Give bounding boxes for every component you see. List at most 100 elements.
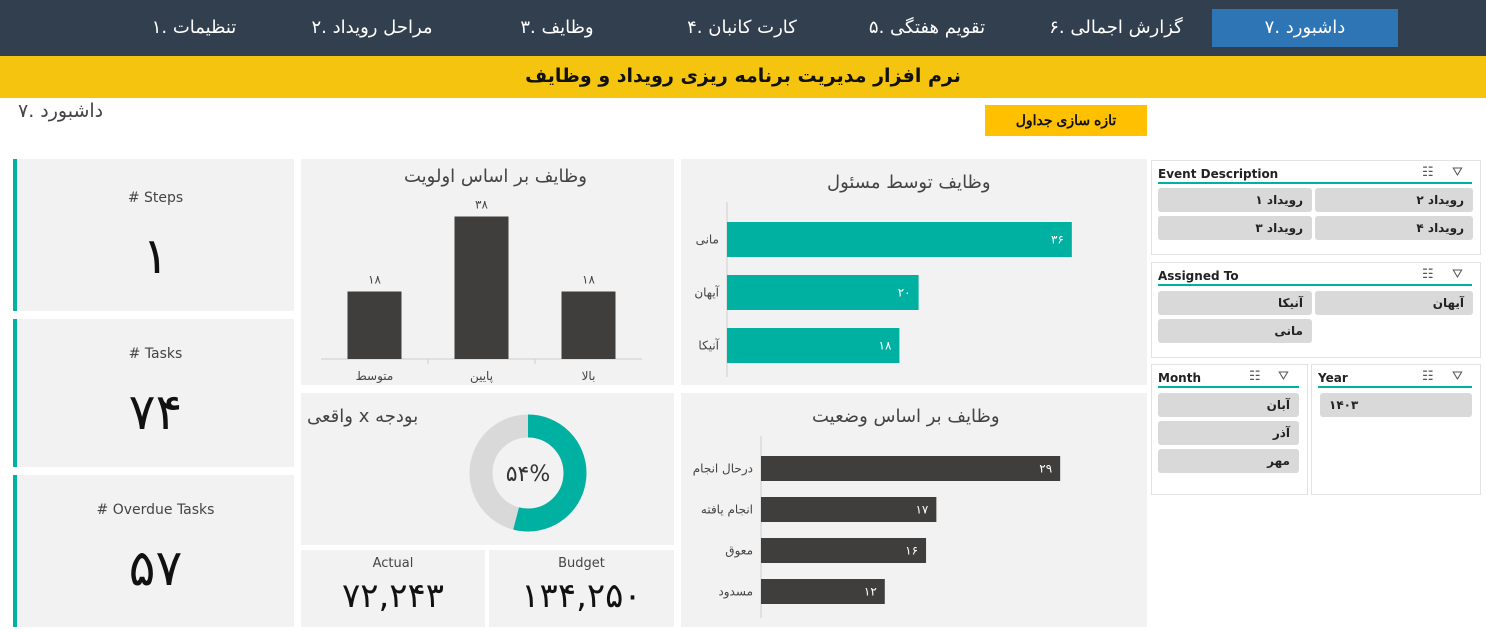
slicer-assigned-header: Assigned To — [1158, 269, 1239, 283]
multi-select-icon[interactable]: ☷ — [1422, 267, 1434, 282]
nav-kanban[interactable]: کارت کانبان .۴ — [687, 17, 797, 38]
nav-dashboard[interactable]: داشبورد .۷ — [1212, 9, 1398, 47]
donut-actual-slice — [469, 414, 587, 532]
assignee-chart-title: وظایف توسط مسئول — [827, 172, 991, 193]
slicer-chip[interactable]: آذر — [1158, 421, 1299, 445]
slicer-chip[interactable]: مانی — [1158, 319, 1312, 343]
nav-event-steps[interactable]: مراحل رویداد .۲ — [311, 17, 433, 38]
bar-0 — [761, 456, 1061, 481]
slicer-year: Year ☷ ⛛ ۱۴۰۳ — [1311, 364, 1481, 495]
top-nav: تنظیمات .۱ مراحل رویداد .۲ وظایف .۳ کارت… — [0, 0, 1486, 56]
slicer-divider — [1158, 182, 1472, 184]
budget-chart-title: بودجه x واقعی — [307, 406, 419, 427]
priority-bar-chart: ۱۸ متوسط ۳۸ پایین ۱۸ بالا — [321, 198, 642, 384]
priority-chart-title: وظایف بر اساس اولویت — [404, 166, 587, 187]
slicer-year-header: Year — [1318, 371, 1348, 385]
slicer-chip[interactable]: مهر — [1158, 449, 1299, 473]
bar-value-label: ۱۸ — [879, 339, 892, 353]
actual-label: Actual — [372, 556, 414, 571]
category-label: مسدود — [718, 585, 753, 600]
kpi-overdue-value: ۵۷ — [128, 539, 183, 597]
category-label: آیهان — [694, 285, 719, 300]
kpi-tasks-value: ۷۴ — [128, 383, 183, 441]
nav-tasks[interactable]: وظایف .۳ — [520, 17, 594, 38]
status-chart-title: وظایف بر اساس وضعیت — [812, 406, 1000, 427]
page-title: داشبورد .۷ — [18, 100, 104, 122]
refresh-tables-button[interactable]: تازه سازی جداول — [985, 105, 1147, 136]
bar-value-label: ۱۷ — [915, 503, 928, 517]
kpi-overdue-card: # Overdue Tasks ۵۷ — [13, 475, 294, 627]
budget-value: ۱۳۴,۲۵۰ — [521, 576, 642, 616]
budget-card: Budget ۱۳۴,۲۵۰ — [489, 550, 674, 627]
category-label: مانی — [696, 233, 719, 247]
bar-value-label: ۳۶ — [1051, 233, 1064, 247]
slicer-chip[interactable]: رویداد ۱ — [1158, 188, 1312, 212]
kpi-steps-value: ۱ — [142, 227, 169, 285]
category-label: معوق — [725, 544, 753, 559]
bar-value-label: ۱۲ — [864, 585, 877, 599]
app-banner-title: نرم افزار مدیریت برنامه ریزی رویداد و وظ… — [0, 56, 1486, 98]
budget-donut-chart: ۵۴% — [469, 414, 587, 532]
bar-value-label: ۱۶ — [905, 544, 918, 558]
kpi-tasks-label: # Tasks — [128, 346, 183, 362]
slicer-divider — [1158, 284, 1472, 286]
bar-0 — [347, 291, 402, 359]
actual-card: Actual ۷۲,۲۴۳ — [301, 550, 485, 627]
assignee-chart-panel: وظایف توسط مسئول ۳۶ مانی ۲۰ آیهان ۱۸ آنیکا — [681, 159, 1147, 385]
bar-value-label: ۳۸ — [475, 198, 488, 212]
slicer-divider — [1318, 386, 1472, 388]
multi-select-icon[interactable]: ☷ — [1422, 369, 1434, 384]
bar-2 — [727, 328, 900, 363]
slicer-month-header: Month — [1158, 371, 1202, 385]
bar-2 — [761, 538, 927, 563]
slicer-event-description: Event Description ☷ ⛛ رویداد ۲ رویداد ۱ … — [1151, 160, 1481, 255]
nav-summary-report[interactable]: گزارش اجمالی .۶ — [1049, 17, 1183, 38]
slicer-chip[interactable]: رویداد ۴ — [1315, 216, 1473, 240]
slicer-chip[interactable]: رویداد ۲ — [1315, 188, 1473, 212]
bar-value-label: ۱۸ — [368, 273, 381, 287]
assignee-bar-chart: ۳۶ مانی ۲۰ آیهان ۱۸ آنیکا — [694, 202, 1072, 377]
slicer-event-header: Event Description — [1158, 167, 1279, 181]
category-label: آنیکا — [698, 338, 719, 353]
slicer-chip[interactable]: آیهان — [1315, 291, 1473, 315]
budget-label: Budget — [558, 556, 605, 571]
budget-donut-panel: بودجه x واقعی ۵۴% — [301, 393, 674, 545]
bar-1 — [454, 216, 509, 359]
status-bar-chart: ۲۹ درحال انجام ۱۷ انجام یافته ۱۶ معوق ۱۲ مسدود — [693, 436, 1061, 618]
category-label: درحال انجام — [693, 462, 753, 477]
bar-value-label: ۱۸ — [582, 273, 595, 287]
category-label: انجام یافته — [701, 503, 753, 517]
bar-0 — [727, 222, 1072, 257]
slicer-chip[interactable]: رویداد ۳ — [1158, 216, 1312, 240]
bar-1 — [727, 275, 919, 310]
clear-filter-icon[interactable]: ⛛ — [1452, 369, 1463, 384]
slicer-divider — [1158, 386, 1299, 388]
bar-1 — [761, 497, 937, 522]
bar-3 — [761, 579, 885, 604]
multi-select-icon[interactable]: ☷ — [1422, 165, 1434, 180]
slicer-month: Month ☷ ⛛ آبان آذر مهر — [1151, 364, 1308, 495]
nav-settings[interactable]: تنظیمات .۱ — [151, 17, 237, 38]
kpi-steps-card: # Steps ۱ — [13, 159, 294, 311]
kpi-steps-label: # Steps — [127, 190, 184, 206]
category-label: متوسط — [356, 369, 394, 384]
status-chart-panel: وظایف بر اساس وضعیت ۲۹ درحال انجام ۱۷ انجام… — [681, 393, 1147, 627]
slicer-chip[interactable]: آنیکا — [1158, 291, 1312, 315]
nav-weekly-calendar[interactable]: تقویم هفتگی .۵ — [868, 17, 986, 38]
clear-filter-icon[interactable]: ⛛ — [1452, 267, 1463, 282]
actual-value: ۷۲,۲۴۳ — [341, 576, 445, 616]
bar-value-label: ۲۰ — [898, 286, 911, 300]
multi-select-icon[interactable]: ☷ — [1249, 369, 1261, 384]
kpi-tasks-card: # Tasks ۷۴ — [13, 319, 294, 467]
slicer-chip[interactable]: ۱۴۰۳ — [1320, 393, 1472, 417]
bar-2 — [561, 291, 616, 359]
priority-chart-panel: وظایف بر اساس اولویت ۱۸ متوسط ۳۸ پایین ۱۸ بال… — [301, 159, 674, 385]
bar-value-label: ۲۹ — [1039, 462, 1052, 476]
slicer-assigned-to: Assigned To ☷ ⛛ آیهان آنیکا مانی — [1151, 262, 1481, 358]
donut-center-label: ۵۴% — [506, 462, 551, 487]
clear-filter-icon[interactable]: ⛛ — [1452, 165, 1463, 180]
clear-filter-icon[interactable]: ⛛ — [1278, 369, 1289, 384]
slicer-chip[interactable]: آبان — [1158, 393, 1299, 417]
kpi-overdue-label: # Overdue Tasks — [96, 502, 215, 518]
category-label: بالا — [582, 369, 596, 383]
